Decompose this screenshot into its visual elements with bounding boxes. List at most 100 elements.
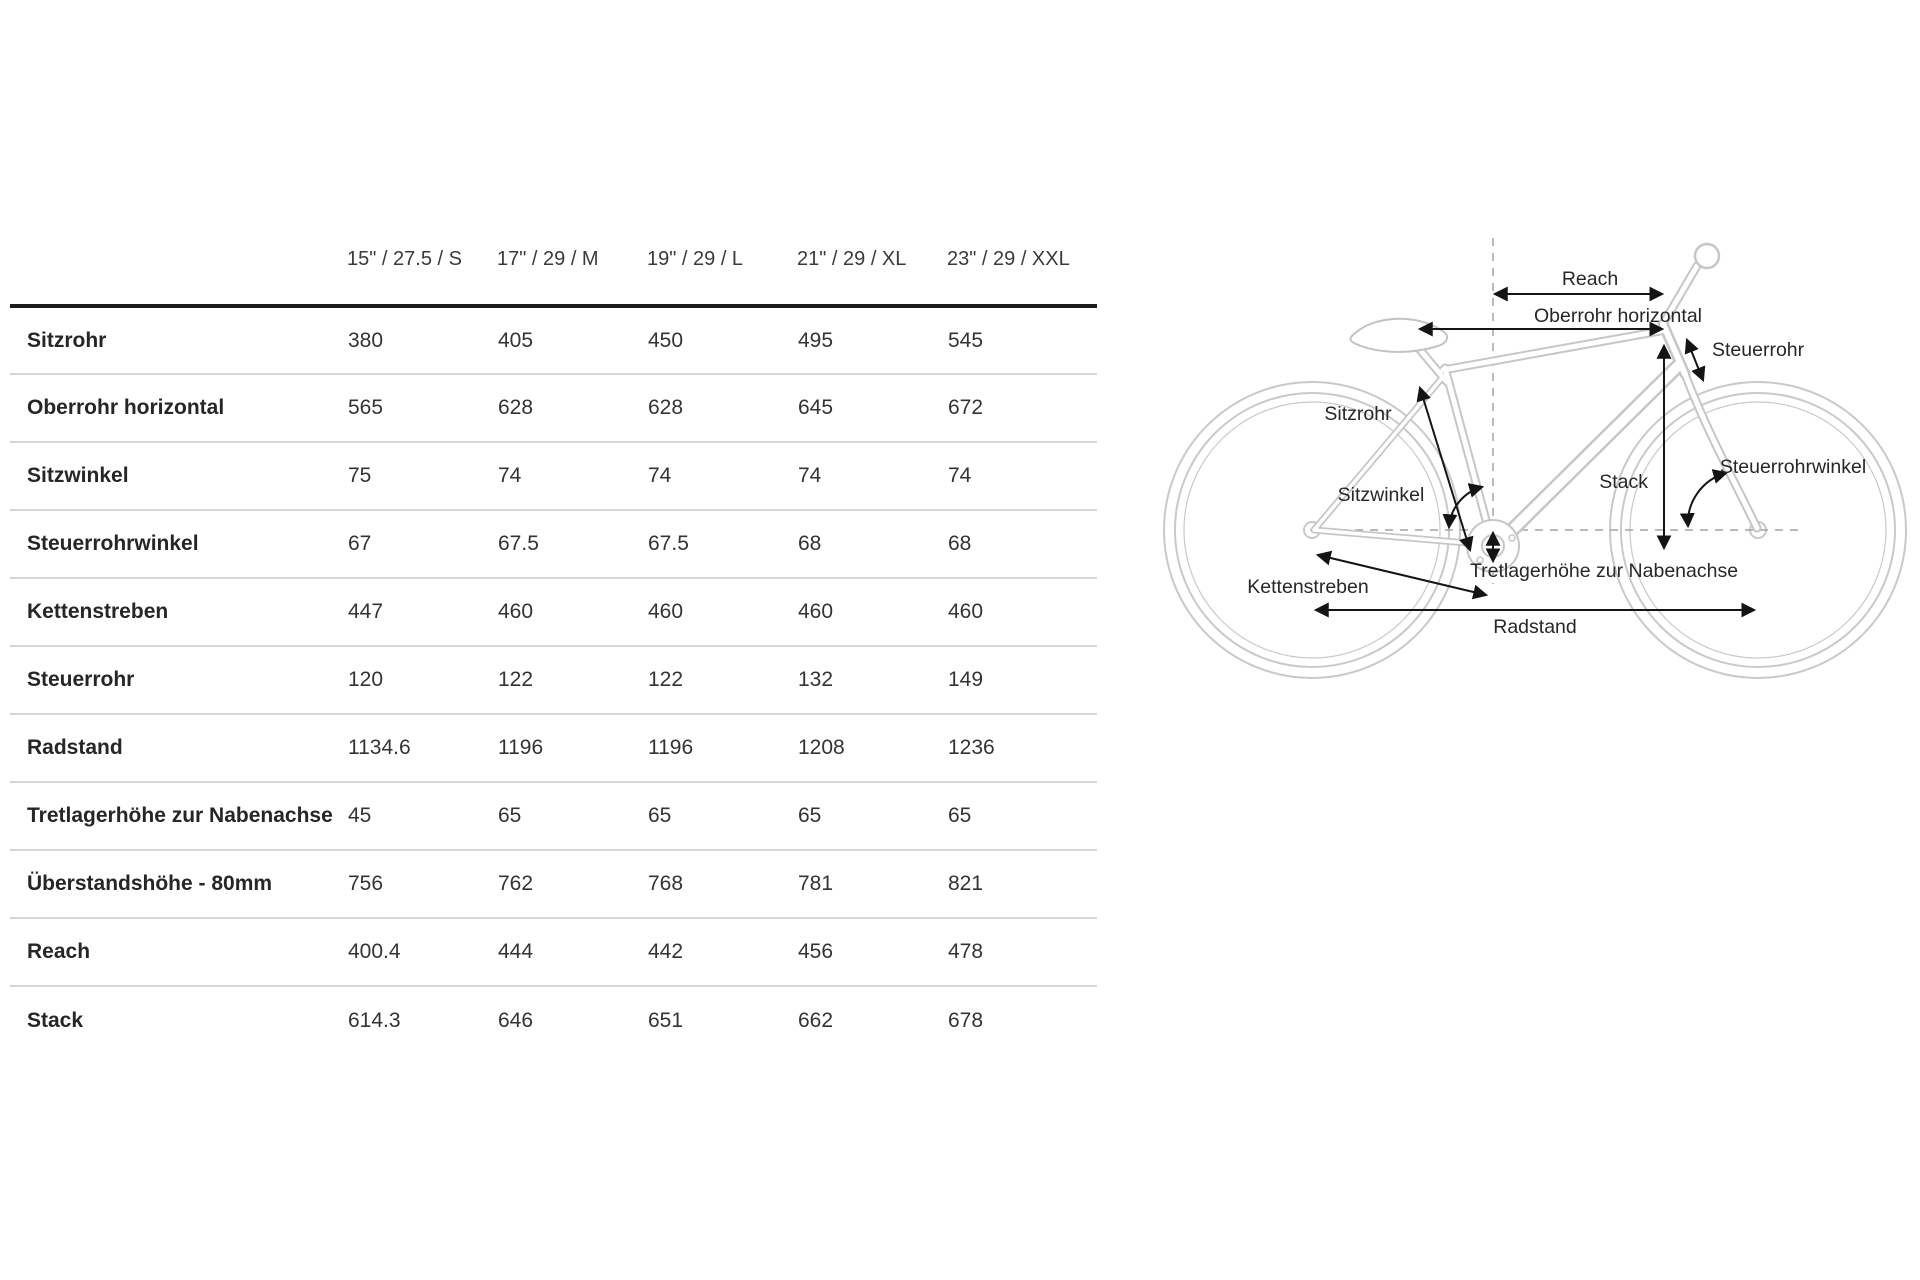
- row-label: Überstandshöhe - 80mm: [27, 872, 273, 895]
- geometry-cell: 565: [348, 396, 384, 419]
- geometry-cell: 1134.6: [348, 736, 411, 759]
- row-label: Reach: [27, 940, 91, 963]
- geometry-cell: 646: [498, 1008, 534, 1032]
- geometry-cell: 1196: [648, 736, 694, 759]
- geometry-cell: 478: [948, 940, 984, 963]
- geometry-cell: 662: [798, 1008, 834, 1032]
- table-row: Oberrohr horizontal 565 628 628 645 672: [10, 374, 1097, 442]
- geometry-cell: 1208: [798, 736, 845, 759]
- measure-arrows: [1313, 286, 1757, 618]
- size-column-header: 23" / 29 / XXL: [947, 240, 1097, 308]
- size-column-header: 19" / 29 / L: [647, 240, 797, 308]
- bike-geometry-diagram: Reach Oberrohr horizontal Steuerrohr Sta…: [1163, 238, 1907, 679]
- sitzrohr-arrow: [1416, 385, 1474, 553]
- table-row: Stack 614.3 646 651 662 678: [10, 986, 1097, 1054]
- geometry-cell: 74: [648, 464, 672, 487]
- geometry-cell: 132: [798, 668, 834, 691]
- geometry-cell: 821: [948, 872, 984, 895]
- table-row: Radstand 1134.6 1196 1196 1208 1236: [10, 714, 1097, 782]
- stack-label: Stack: [1599, 471, 1648, 493]
- reach-label: Reach: [1562, 268, 1618, 290]
- geometry-cell: 628: [648, 396, 684, 419]
- geometry-cell: 651: [648, 1008, 684, 1032]
- size-column-header: 21" / 29 / XL: [797, 240, 947, 308]
- row-label: Tretlagerhöhe zur Nabenachse: [27, 804, 333, 827]
- steuerrohrwinkel-label: Steuerrohrwinkel: [1720, 456, 1866, 478]
- geometry-cell: 67: [348, 532, 372, 555]
- geometry-cell: 442: [648, 940, 684, 963]
- geometry-cell: 75: [348, 464, 372, 487]
- geometry-cell: 614.3: [348, 1008, 401, 1032]
- geometry-cell: 460: [798, 600, 834, 623]
- table-row: Sitzwinkel 75 74 74 74 74: [10, 442, 1097, 510]
- row-label: Kettenstreben: [27, 600, 169, 623]
- geometry-cell: 65: [498, 804, 522, 827]
- geometry-cell: 756: [348, 872, 384, 895]
- row-label: Stack: [27, 1008, 84, 1032]
- geometry-cell: 495: [798, 328, 834, 352]
- geometry-cell: 781: [798, 872, 834, 895]
- kettenstreben-arrow: [1315, 550, 1489, 600]
- tretlager-label: Tretlagerhöhe zur Nabenachse: [1470, 560, 1738, 582]
- geometry-cell: 768: [648, 872, 684, 895]
- row-label: Steuerrohr: [27, 668, 135, 691]
- handlebar-grip: [1693, 242, 1721, 270]
- steuerrohr-arrow: [1684, 337, 1706, 383]
- table-row: Kettenstreben 447 460 460 460 460: [10, 578, 1097, 646]
- kettenstreben-label: Kettenstreben: [1247, 576, 1368, 598]
- geometry-table: 15" / 27.5 / S 17" / 29 / M 19" / 29 / L…: [10, 240, 1097, 1054]
- size-column-header: 15" / 27.5 / S: [347, 240, 497, 308]
- row-label: Sitzrohr: [27, 328, 107, 352]
- steuerrohr-label: Steuerrohr: [1712, 339, 1805, 361]
- geometry-cell: 460: [948, 600, 984, 623]
- row-label: Steuerrohrwinkel: [27, 532, 199, 555]
- geometry-cell: 120: [348, 668, 384, 691]
- row-label: Oberrohr horizontal: [27, 396, 225, 419]
- geometry-cell: 400.4: [348, 940, 401, 963]
- geometry-cell: 678: [948, 1008, 984, 1032]
- geometry-cell: 68: [948, 532, 972, 555]
- steuerrohrwinkel-arc: [1679, 469, 1729, 529]
- geometry-cell: 450: [648, 328, 684, 352]
- geometry-cell: 380: [348, 328, 384, 352]
- saddle: [1349, 317, 1449, 353]
- size-column-header: 17" / 29 / M: [497, 240, 647, 308]
- geometry-cell: 444: [498, 940, 534, 963]
- header-row: 15" / 27.5 / S 17" / 29 / M 19" / 29 / L…: [10, 240, 1097, 308]
- table-row: Steuerrohr 120 122 122 132 149: [10, 646, 1097, 714]
- geometry-cell: 74: [498, 464, 522, 487]
- geometry-cell: 149: [948, 668, 984, 691]
- geometry-cell: 405: [498, 328, 534, 352]
- geometry-cell: 45: [348, 804, 372, 827]
- table-row: Tretlagerhöhe zur Nabenachse 45 65 65 65…: [10, 782, 1097, 850]
- geometry-cell: 122: [648, 668, 684, 691]
- geometry-cell: 67.5: [648, 532, 689, 555]
- sitzwinkel-arc: [1442, 483, 1485, 530]
- geometry-cell: 67.5: [498, 532, 539, 555]
- geometry-cell: 447: [348, 600, 384, 623]
- row-label: Radstand: [27, 736, 123, 759]
- geometry-cell: 460: [498, 600, 534, 623]
- row-label: Sitzwinkel: [27, 464, 129, 487]
- sitzwinkel-label: Sitzwinkel: [1338, 484, 1425, 506]
- geometry-cell: 628: [498, 396, 534, 419]
- geometry-cell: 545: [948, 328, 984, 352]
- geometry-cell: 65: [648, 804, 672, 827]
- geometry-cell: 65: [948, 804, 972, 827]
- geometry-cell: 74: [948, 464, 972, 487]
- table-row: Steuerrohrwinkel 67 67.5 67.5 68 68: [10, 510, 1097, 578]
- oberrohr-label: Oberrohr horizontal: [1534, 305, 1702, 327]
- radstand-label: Radstand: [1493, 616, 1576, 638]
- geometry-cell: 672: [948, 396, 984, 419]
- geometry-cell: 68: [798, 532, 822, 555]
- geometry-cell: 122: [498, 668, 534, 691]
- geometry-cell: 456: [798, 940, 834, 963]
- geometry-cell: 460: [648, 600, 684, 623]
- table-row: Reach 400.4 444 442 456 478: [10, 918, 1097, 986]
- table-row: Sitzrohr 380 405 450 495 545: [10, 306, 1097, 374]
- geometry-cell: 1236: [948, 736, 995, 759]
- geometry-cell: 74: [798, 464, 822, 487]
- header-empty: [10, 240, 347, 308]
- geometry-cell: 645: [798, 396, 834, 419]
